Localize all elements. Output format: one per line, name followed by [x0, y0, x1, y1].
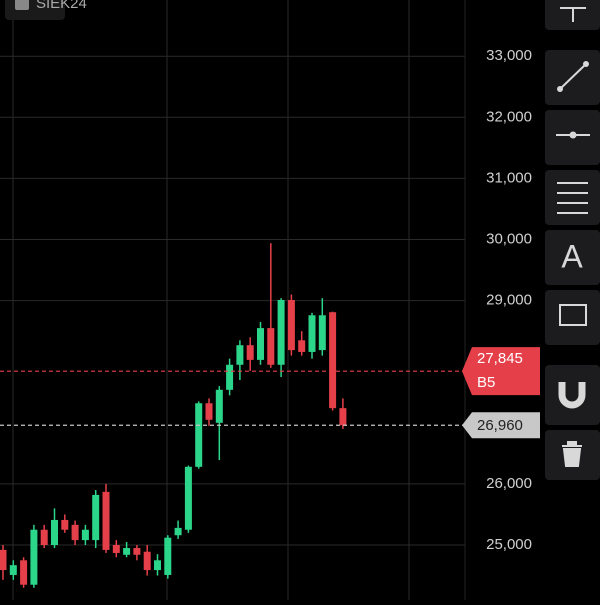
candle-body	[51, 519, 58, 546]
rectangle-tool[interactable]	[545, 290, 600, 345]
icon	[560, 7, 586, 22]
candle-body	[30, 529, 38, 585]
candle-body	[215, 389, 223, 423]
candle-body	[133, 548, 141, 555]
candle-body	[154, 560, 161, 571]
candle-body	[277, 300, 285, 365]
y-tick-label: 32,000	[486, 108, 532, 125]
candle-body	[40, 529, 48, 546]
candle-body	[236, 345, 244, 365]
candle-body	[298, 340, 306, 352]
price-label: 27,845	[477, 350, 523, 367]
chart: 25,000 26,000 29,000 30,000 31,000 32,000 33,0…	[0, 0, 532, 600]
y-tick-label: 30,000	[486, 230, 532, 247]
y-tick-label: 31,000	[486, 169, 532, 186]
candle-body	[164, 537, 172, 575]
candle-body	[184, 466, 192, 530]
candle-body	[287, 300, 295, 351]
candle-body	[92, 494, 100, 541]
symbol: SIEK24	[36, 0, 87, 12]
price-tag-label: B5	[477, 374, 495, 391]
price-tag	[462, 347, 540, 396]
candle-body	[102, 491, 110, 550]
toolbar: A	[545, 0, 600, 480]
icon	[558, 382, 586, 409]
icon	[562, 441, 582, 467]
text-tool[interactable]	[545, 230, 600, 285]
candle-body	[329, 312, 337, 409]
fib-tool[interactable]	[545, 170, 600, 225]
symbol-color	[15, 0, 29, 10]
text-tool-icon: A	[561, 238, 583, 274]
candle-body	[308, 315, 316, 352]
icon	[559, 304, 587, 326]
y-tick-label: 33,000	[486, 47, 532, 64]
candle-body	[174, 527, 182, 536]
candle-body	[339, 408, 347, 426]
y-tick-label: 29,000	[486, 292, 532, 309]
magnet-tool[interactable]	[545, 365, 600, 425]
candle-body	[112, 545, 120, 553]
icon	[559, 63, 587, 90]
candle-body	[71, 524, 79, 541]
icon	[569, 131, 577, 139]
candle-body	[0, 549, 7, 571]
price-label: 26,960	[477, 417, 523, 434]
candle-body	[205, 403, 213, 420]
icon	[583, 61, 589, 67]
candle-body	[257, 328, 264, 360]
candle-body	[9, 565, 17, 575]
icon	[557, 182, 588, 214]
candle-body	[246, 345, 254, 360]
candle-body	[267, 328, 275, 365]
candle-body	[143, 551, 151, 571]
candle-body	[20, 560, 28, 585]
icon	[557, 86, 563, 92]
y-tick-label: 25,000	[486, 536, 532, 553]
price-tag	[462, 412, 540, 439]
candle-body	[123, 548, 131, 555]
candle-body	[61, 519, 69, 530]
y-tick-label: 26,000	[486, 475, 532, 492]
candle-body	[81, 529, 89, 541]
candle-body	[318, 315, 326, 351]
candle-body	[226, 364, 234, 390]
candle-body	[195, 403, 203, 467]
